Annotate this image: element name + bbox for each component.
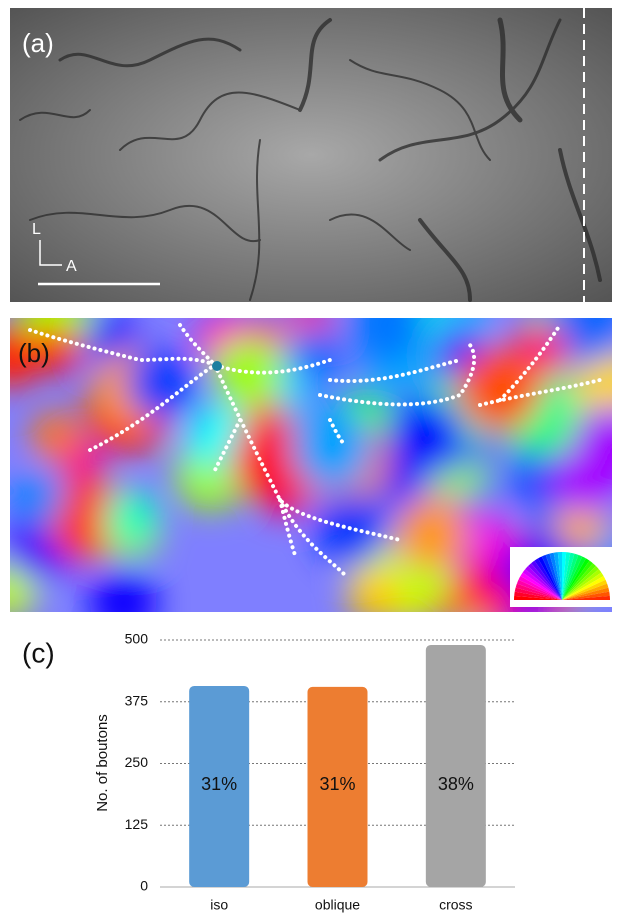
y-tick-label: 250 xyxy=(125,754,149,770)
panel-label: (a) xyxy=(22,28,54,58)
x-tick-label: iso xyxy=(210,897,228,913)
orientation-label: L xyxy=(32,221,41,238)
y-axis-label: No. of boutons xyxy=(94,714,111,812)
bar-chart: 0 125 250 375 500 31% iso 31% oblique 38% cross xyxy=(125,631,515,913)
y-tick-label: 125 xyxy=(125,816,149,832)
color-legend xyxy=(510,547,613,607)
bar xyxy=(426,645,486,887)
vessel-image xyxy=(10,8,612,302)
panel-label: (b) xyxy=(18,338,50,368)
orientation-label: A xyxy=(66,258,77,275)
figure: (a) L A (b) (c) No. of boutons 0 125 250 37… xyxy=(0,0,619,916)
panel-label: (c) xyxy=(22,637,55,668)
y-tick-label: 0 xyxy=(140,878,148,894)
x-tick-label: cross xyxy=(439,897,472,913)
bar-share-label: 31% xyxy=(201,774,237,794)
y-tick-label: 375 xyxy=(125,692,149,708)
y-tick-label: 500 xyxy=(125,631,149,647)
bar-share-label: 38% xyxy=(438,774,474,794)
x-tick-label: oblique xyxy=(315,897,360,913)
bar-share-label: 31% xyxy=(319,774,355,794)
